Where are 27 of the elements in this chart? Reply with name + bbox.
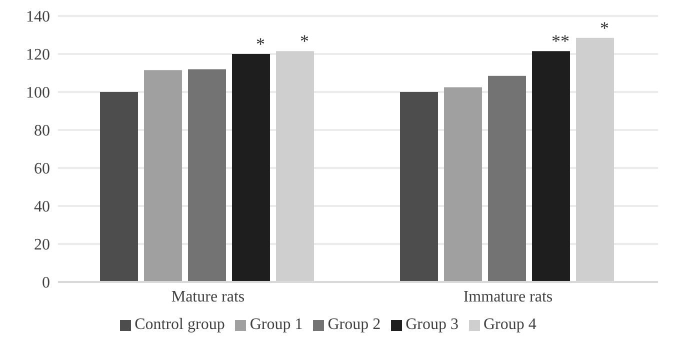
legend-label: Group 1 [250,316,303,333]
bar [400,92,438,282]
bar [188,69,226,282]
bar [532,51,570,282]
data-label: * [600,18,609,38]
x-tick-label: Mature rats [171,288,245,306]
x-tick-label: Immature rats [463,288,553,306]
legend-label: Group 3 [406,316,458,333]
y-tick-label: 60 [34,160,50,178]
y-tick-label: 120 [26,46,50,64]
bar [232,54,270,282]
y-tick-label: 0 [42,274,50,292]
bar [488,76,526,282]
data-label: * [256,34,265,54]
bar [444,87,482,282]
data-label: * [300,31,309,52]
y-tick-label: 40 [34,198,50,216]
y-tick-label: 100 [26,84,50,102]
bar [144,70,182,282]
y-tick-label: 20 [34,236,50,254]
y-tick-label: 140 [26,8,50,26]
bar [100,92,138,282]
legend-label: Group 2 [328,316,381,333]
legend-label: Group 4 [484,316,536,333]
data-label: ** [552,31,570,52]
legend-label: Control group [134,316,225,333]
y-tick-label: 80 [34,122,50,140]
